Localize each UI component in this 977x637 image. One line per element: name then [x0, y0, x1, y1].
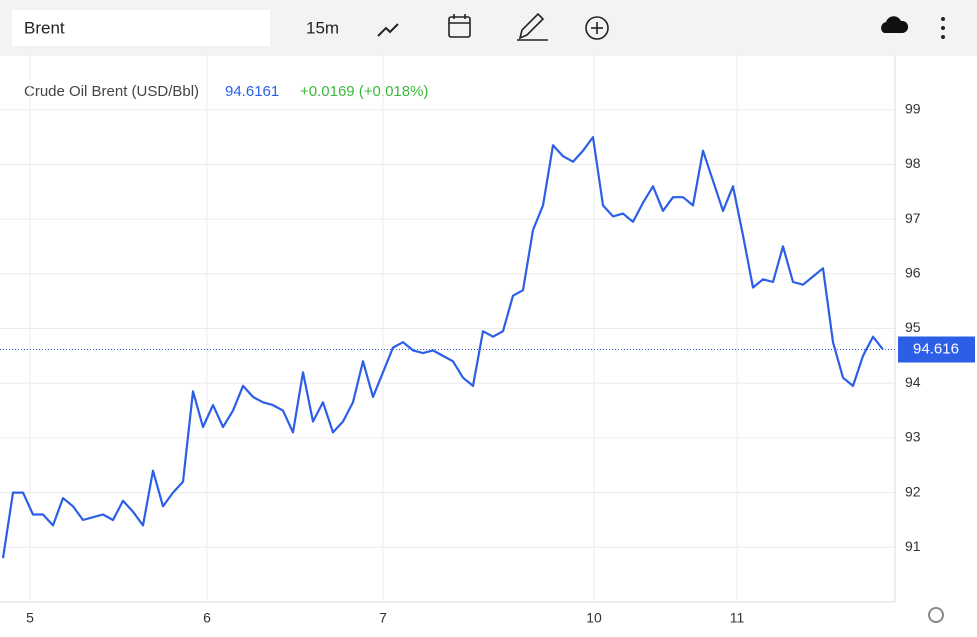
x-tick-label: 5	[26, 610, 34, 626]
interval[interactable]: 15m	[306, 18, 339, 37]
chart-type-icon[interactable]	[377, 23, 399, 37]
x-tick-label: 7	[379, 610, 387, 626]
settings-icon[interactable]	[928, 607, 944, 623]
y-tick-label: 96	[905, 265, 921, 281]
y-tick-label: 95	[905, 319, 921, 335]
draw-icon[interactable]	[517, 12, 548, 41]
y-tick-label: 99	[905, 100, 921, 116]
y-tick-label: 97	[905, 210, 921, 226]
y-tick-label: 94	[905, 374, 921, 390]
x-tick-label: 11	[730, 610, 745, 626]
legend-name: Crude Oil Brent (USD/Bbl)	[24, 83, 199, 100]
y-tick-label: 91	[905, 538, 921, 554]
download-icon[interactable]	[881, 16, 909, 33]
y-tick-label: 98	[905, 155, 921, 171]
y-tick-label: 93	[905, 429, 921, 445]
menu-icon[interactable]	[941, 17, 945, 39]
symbol: Brent	[24, 18, 65, 37]
legend-price: 94.6161	[225, 83, 279, 100]
legend-change: +0.0169 (+0.018%)	[300, 83, 428, 100]
price-line	[1, 136, 884, 559]
last-price-label: 94.616	[913, 340, 959, 357]
calendar-icon[interactable]	[448, 14, 471, 38]
x-tick-label: 10	[586, 610, 602, 626]
x-tick-label: 6	[203, 610, 211, 626]
symbol-box[interactable]	[12, 10, 270, 46]
y-tick-label: 92	[905, 483, 921, 499]
add-icon[interactable]	[585, 16, 609, 40]
last-price-box	[898, 336, 975, 363]
